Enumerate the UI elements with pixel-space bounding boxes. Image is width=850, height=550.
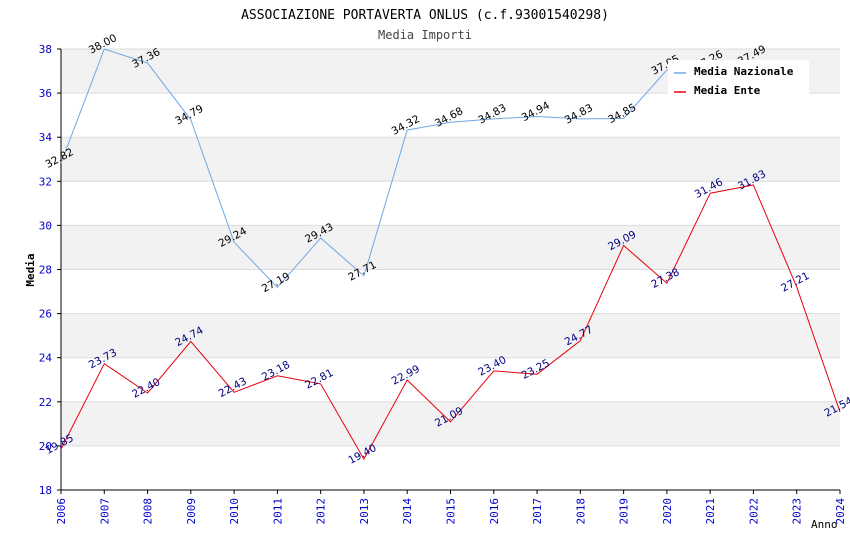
data-label-media-ente: 23.25	[520, 357, 552, 382]
data-label-media-nazionale: 34.83	[476, 102, 508, 127]
data-label-media-ente: 22.40	[130, 376, 162, 401]
chart-subtitle: Media Importi	[378, 28, 472, 42]
x-tick-label: 2024	[834, 498, 847, 525]
y-tick-label: 34	[39, 131, 53, 144]
x-tick-label: 2022	[747, 498, 760, 525]
plot-band	[61, 401, 840, 446]
x-tick-label: 2012	[315, 498, 328, 525]
legend-box	[668, 60, 809, 96]
y-tick-label: 26	[39, 308, 52, 321]
x-tick-label: 2013	[358, 498, 371, 525]
legend-label-media-nazionale: Media Nazionale	[694, 65, 794, 78]
x-tick-label: 2015	[445, 498, 458, 525]
data-label-media-nazionale: 34.94	[520, 99, 552, 124]
series-line-media-ente	[60, 184, 841, 461]
data-label-media-nazionale: 34.85	[606, 101, 638, 126]
data-label-media-nazionale: 34.83	[563, 102, 595, 127]
legend-label-media-ente: Media Ente	[694, 84, 761, 97]
data-label-media-ente: 22.43	[217, 375, 249, 400]
y-tick-label: 20	[39, 440, 52, 453]
x-tick-label: 2019	[618, 498, 631, 525]
y-tick-label: 32	[39, 175, 52, 188]
plot-band	[61, 313, 840, 358]
x-tick-label: 2010	[228, 498, 241, 525]
chart-title: ASSOCIAZIONE PORTAVERTA ONLUS (c.f.93001…	[241, 8, 609, 23]
data-label-media-ente: 22.99	[390, 363, 422, 388]
x-tick-label: 2021	[704, 498, 717, 525]
x-tick-label: 2018	[574, 498, 587, 525]
legend: Media Nazionale Media Ente	[668, 60, 809, 97]
x-tick-label: 2006	[55, 498, 68, 525]
y-tick-label: 30	[39, 219, 52, 232]
x-tick-labels: 2006 2007 2008 2009 2010 2011 2012 2013 2014 2015…	[55, 498, 847, 525]
y-tick-label: 36	[39, 87, 52, 100]
data-label-media-ente: 19.85	[44, 432, 76, 457]
x-axis-title: Anno	[811, 518, 838, 531]
x-tick-label: 2009	[185, 498, 198, 525]
y-tick-label: 38	[39, 43, 52, 56]
axes	[57, 48, 841, 494]
x-tick-label: 2020	[661, 498, 674, 525]
y-tick-label: 24	[39, 352, 53, 365]
data-label-media-nazionale: 34.79	[173, 103, 205, 128]
data-label-media-ente: 22.81	[303, 367, 335, 392]
x-tick-label: 2011	[271, 498, 284, 525]
plot-band	[61, 137, 840, 182]
data-label-media-ente: 23.18	[260, 359, 292, 384]
series-lines	[60, 48, 841, 461]
x-tick-label: 2017	[531, 498, 544, 525]
plot-background	[61, 49, 840, 446]
data-label-media-ente: 27.21	[779, 270, 811, 295]
x-tick-label: 2008	[142, 498, 155, 525]
x-tick-label: 2016	[488, 498, 501, 525]
y-tick-labels: 18 20 22 24 26 28 30 32 34 36 38	[39, 43, 53, 497]
grid-lines	[61, 48, 840, 491]
y-tick-label: 22	[39, 396, 52, 409]
x-tick-label: 2023	[791, 498, 804, 525]
y-axis-title: Media	[24, 253, 37, 286]
data-label-media-nazionale: 34.68	[433, 105, 465, 130]
y-tick-label: 18	[39, 484, 52, 497]
y-tick-label: 28	[39, 264, 52, 277]
x-tick-label: 2007	[98, 498, 111, 525]
x-tick-label: 2014	[401, 498, 414, 525]
series-line-media-nazionale	[60, 48, 754, 289]
plot-band	[61, 225, 840, 270]
